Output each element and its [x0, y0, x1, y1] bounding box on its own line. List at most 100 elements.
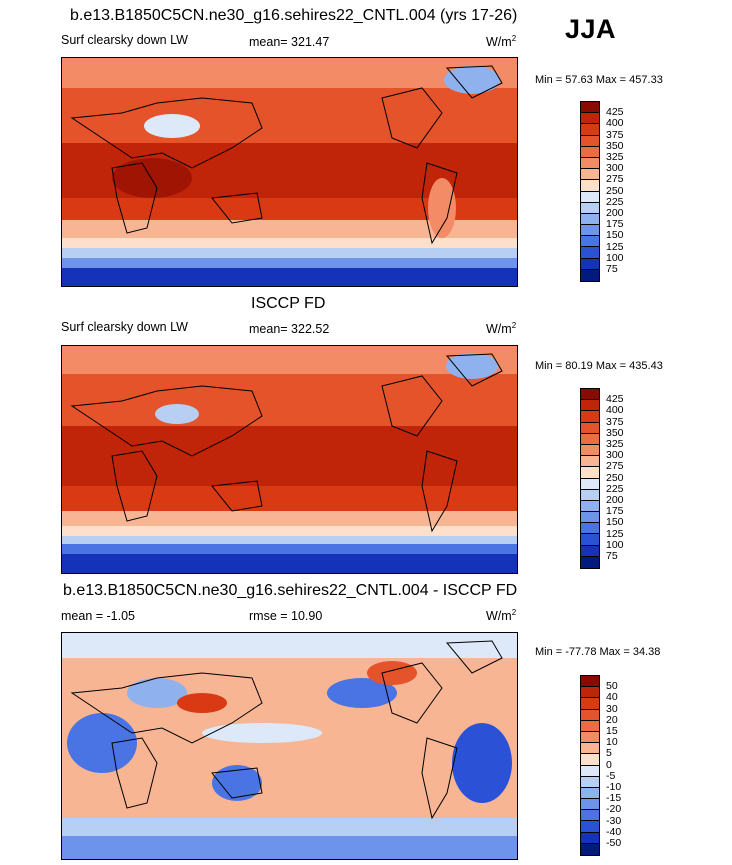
colorbar-swatch — [581, 754, 599, 766]
panel1-title: b.e13.B1850C5CN.ne30_g16.sehires22_CNTL.… — [70, 7, 518, 24]
colorbar-swatch — [581, 124, 599, 136]
colorbar-swatch — [581, 832, 599, 844]
colorbar-swatch — [581, 731, 599, 744]
colorbar-tick-label: 150 — [606, 516, 624, 529]
colorbar-swatch — [581, 236, 599, 248]
colorbar-swatch — [581, 444, 599, 457]
colorbar-swatch — [581, 225, 599, 237]
panel3-units: W/m2 — [486, 608, 517, 624]
colorbar-swatch — [581, 698, 599, 710]
colorbar-tick-label: 175 — [606, 505, 624, 518]
colorbar-tick-label: 300 — [606, 162, 624, 175]
colorbar-tick-label: 375 — [606, 128, 624, 141]
panel1-mean: mean= 321.47 — [249, 35, 330, 49]
colorbar-tick-label: -40 — [606, 825, 622, 838]
colorbar-tick-label: -20 — [606, 803, 622, 816]
colorbar-tick-label: 275 — [606, 460, 624, 473]
colorbar-swatch — [581, 400, 599, 412]
colorbar-swatch — [581, 545, 599, 557]
colorbar-tick-label: 15 — [606, 725, 618, 737]
colorbar-tick-label: 50 — [606, 680, 618, 693]
colorbar-swatch — [581, 411, 599, 423]
colorbar-tick-label: -10 — [606, 781, 622, 793]
colorbar-tick-label: 325 — [606, 151, 624, 163]
panel1-map-canvas — [62, 58, 517, 286]
panel1-minmax: Min = 57.63 Max = 457.33 — [535, 74, 663, 86]
panel2-variable: Surf clearsky down LW — [61, 320, 188, 334]
colorbar-tick-label: 40 — [606, 691, 618, 704]
colorbar-swatch — [581, 787, 599, 800]
colorbar-tick-label: 350 — [606, 139, 624, 152]
panel2-map-canvas — [62, 346, 517, 573]
colorbar-swatch — [581, 743, 599, 755]
panel3-title: b.e13.B1850C5CN.ne30_g16.sehires22_CNTL.… — [63, 582, 518, 599]
colorbar-tick-label: 175 — [606, 218, 624, 231]
colorbar-swatch — [581, 821, 599, 833]
colorbar-swatch — [581, 810, 599, 822]
panel2-minmax: Min = 80.19 Max = 435.43 — [535, 360, 663, 372]
colorbar-swatch — [581, 489, 599, 501]
colorbar-swatch — [581, 500, 599, 513]
colorbar-tick-label: 400 — [606, 404, 624, 417]
colorbar-tick-label: 250 — [606, 471, 624, 484]
colorbar-swatch — [581, 709, 599, 721]
colorbar-swatch — [581, 433, 599, 445]
colorbar-tick-label: 20 — [606, 713, 618, 726]
panel3-minmax: Min = -77.78 Max = 34.38 — [535, 646, 661, 658]
colorbar-tick-label: -30 — [606, 814, 622, 827]
colorbar-swatch — [581, 157, 599, 170]
colorbar-swatch — [581, 102, 599, 114]
panel1-units: W/m2 — [486, 34, 517, 50]
colorbar-tick-label: 125 — [606, 527, 624, 540]
panel3-mean: mean = -1.05 — [61, 609, 136, 623]
panel2-map — [61, 345, 518, 574]
colorbar-tick-label: 100 — [606, 538, 624, 551]
panel3-map — [61, 632, 518, 860]
panel2-mean: mean= 322.52 — [249, 322, 330, 336]
colorbar-swatch — [581, 843, 599, 855]
colorbar-tick-label: 225 — [606, 195, 624, 208]
colorbar-swatch — [581, 799, 599, 811]
colorbar-swatch — [581, 765, 599, 777]
colorbar-tick-label: 75 — [606, 550, 618, 562]
colorbar-swatch — [581, 534, 599, 546]
colorbar-tick-label: 225 — [606, 482, 624, 495]
colorbar-swatch — [581, 687, 599, 699]
colorbar-tick-label: 0 — [606, 758, 612, 771]
colorbar-tick-label: 150 — [606, 229, 624, 242]
colorbar-tick-label: 425 — [606, 393, 624, 406]
season-label: JJA — [565, 14, 617, 44]
colorbar-swatch — [581, 146, 599, 158]
colorbar-tick-label: 250 — [606, 184, 624, 197]
colorbar-tick-label: -50 — [606, 837, 622, 849]
colorbar-swatch — [581, 180, 599, 192]
colorbar-swatch — [581, 556, 599, 568]
colorbar-tick-label: -5 — [606, 769, 616, 782]
colorbar-tick-label: 275 — [606, 173, 624, 186]
colorbar-swatch — [581, 202, 599, 214]
colorbar-swatch — [581, 720, 599, 732]
colorbar-swatch — [581, 467, 599, 479]
colorbar-swatch — [581, 113, 599, 125]
colorbar-swatches — [580, 675, 600, 856]
panel2-title: ISCCP FD — [251, 295, 326, 312]
colorbar-swatch — [581, 676, 599, 688]
colorbar-swatch — [581, 422, 599, 434]
colorbar-tick-label: 425 — [606, 106, 624, 119]
colorbar-swatch — [581, 456, 599, 468]
colorbar-swatch — [581, 776, 599, 788]
panel2-units: W/m2 — [486, 321, 517, 337]
colorbar-swatches — [580, 388, 600, 569]
panel1-map — [61, 57, 518, 287]
colorbar-tick-label: 5 — [606, 747, 612, 760]
colorbar-tick-label: -15 — [606, 792, 622, 805]
colorbar-swatches — [580, 101, 600, 282]
colorbar-swatch — [581, 213, 599, 226]
colorbar-swatch — [581, 389, 599, 401]
colorbar-tick-label: 350 — [606, 426, 624, 439]
colorbar-tick-label: 200 — [606, 494, 624, 506]
colorbar-tick-label: 75 — [606, 263, 618, 275]
panel3-rmse: rmse = 10.90 — [249, 609, 323, 623]
colorbar-swatch — [581, 135, 599, 147]
colorbar-swatch — [581, 247, 599, 259]
